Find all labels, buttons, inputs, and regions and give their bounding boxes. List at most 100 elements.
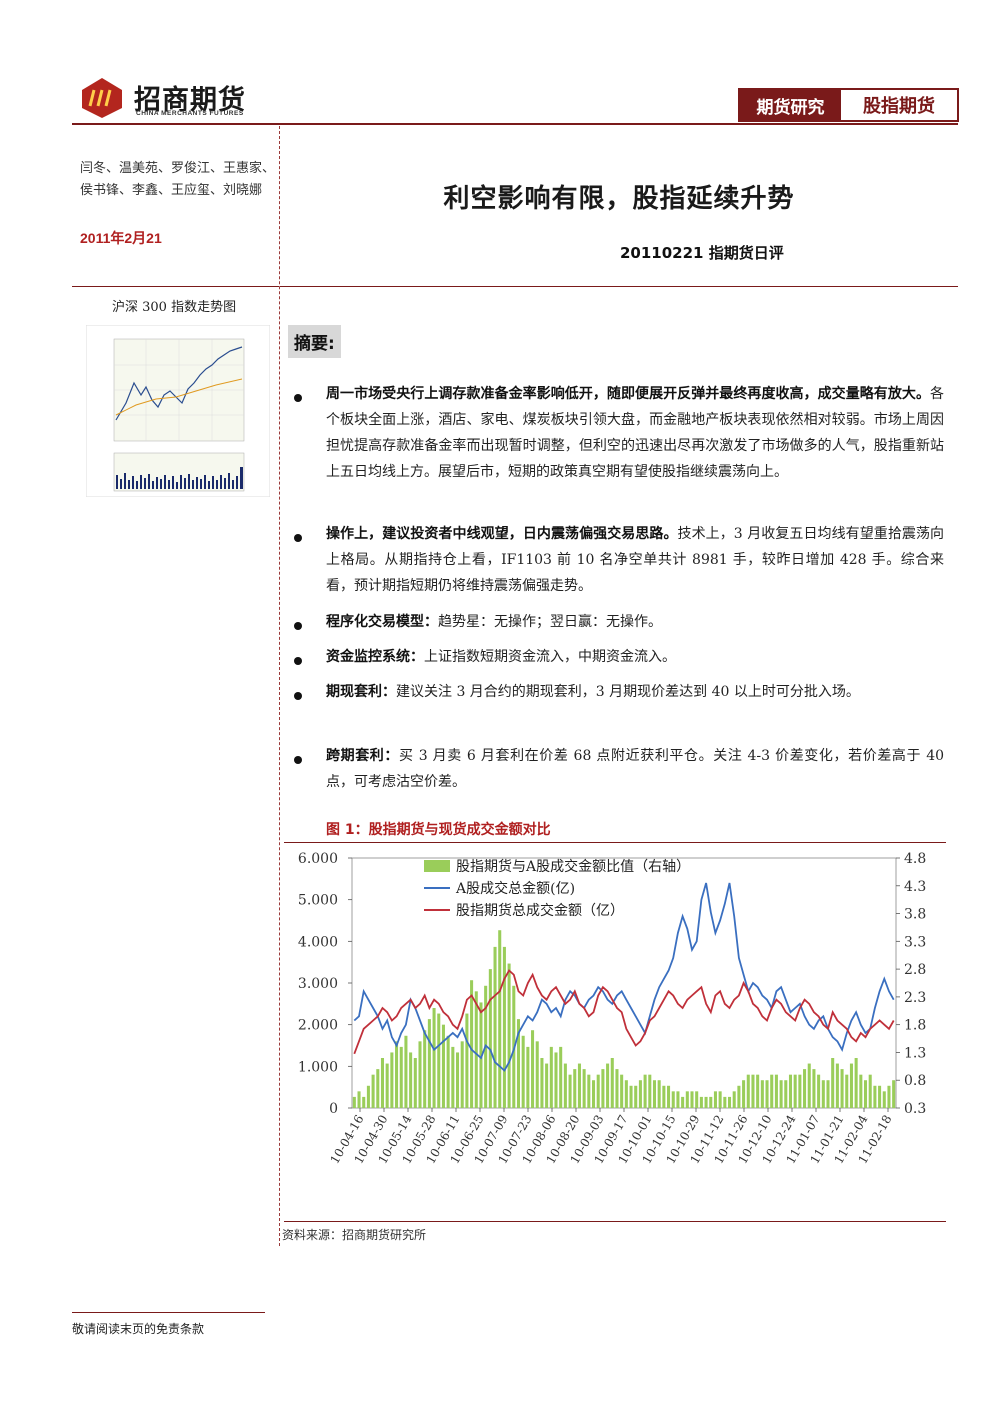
ratio-bar — [892, 1080, 896, 1108]
ratio-bar — [418, 1041, 422, 1108]
ratio-bar — [380, 1058, 385, 1108]
left-rule — [72, 286, 279, 287]
legend-swatch-ratio — [424, 860, 450, 872]
ratio-bar — [685, 1091, 689, 1108]
ratio-bar — [803, 1069, 807, 1108]
figure-top-rule — [284, 842, 946, 843]
bullet-icon — [294, 756, 302, 764]
ratio-bar — [606, 1063, 610, 1108]
ratio-bar — [554, 1052, 558, 1108]
ratio-bar — [427, 1019, 431, 1108]
ratio-bar — [526, 1046, 530, 1108]
footer-disclaimer: 敬请阅读末页的免责条款 — [72, 1322, 205, 1336]
header-rule — [72, 123, 958, 125]
summary-item-lead: 周一市场受央行上调存款准备金率影响低开，随即便展开反弹并最终再度收高，成交量略有… — [326, 386, 930, 402]
ratio-bar — [591, 1080, 596, 1108]
summary-item-text: 上证指数短期资金流入，中期资金流入。 — [424, 649, 676, 665]
ratio-bar — [610, 1058, 614, 1108]
ratio-bar — [821, 1080, 825, 1108]
ratio-bar — [784, 1080, 788, 1108]
ratio-bar — [620, 1074, 624, 1108]
ratio-bar — [451, 1046, 455, 1108]
ratio-bar — [470, 980, 474, 1108]
summary-item-lead: 操作上，建议投资者中线观望，日内震荡偏强交易思路。 — [326, 526, 678, 542]
ratio-bar — [441, 1024, 445, 1108]
ratio-bar — [362, 1096, 366, 1108]
ratio-bar — [437, 1013, 441, 1108]
summary-item-lead: 跨期套利： — [326, 748, 400, 764]
mini-chart-title: 沪深 300 指数走势图 — [112, 300, 237, 315]
ratio-bar — [634, 1085, 638, 1108]
csi300-mini-chart — [86, 325, 270, 497]
ratio-bar — [376, 1069, 380, 1108]
ratio-bar — [409, 1052, 413, 1108]
logo-text-en: CHINA MERCHANTS FUTURES — [136, 110, 244, 117]
ratio-bar — [366, 1085, 370, 1108]
ratio-bar — [413, 1058, 417, 1108]
y-left-tick-label: 6.000 — [298, 851, 338, 867]
ratio-bar — [521, 1035, 525, 1108]
ratio-bar — [507, 963, 511, 1108]
tag-index-futures: 股指期货 — [863, 96, 935, 117]
footer-rule — [72, 1312, 265, 1313]
ratio-bar — [704, 1096, 708, 1108]
ratio-bar — [671, 1091, 675, 1108]
author-list: 闫冬、温美苑、罗俊江、王惠家、侯书锋、李鑫、王应玺、刘晓娜 — [80, 161, 276, 198]
ratio-bar — [868, 1074, 872, 1108]
y-right-tick-label: 4.8 — [904, 851, 926, 867]
ratio-bar — [423, 1030, 427, 1108]
ratio-bar — [474, 991, 478, 1108]
main-rule — [280, 286, 958, 287]
report-subtitle: 20110221 指期货日评 — [620, 244, 784, 262]
ratio-bar — [465, 1013, 469, 1108]
tag-futures-research: 期货研究 — [740, 90, 841, 120]
ratio-bar — [681, 1096, 685, 1108]
ratio-bar — [498, 930, 502, 1108]
ratio-bar — [863, 1080, 868, 1108]
ratio-bar — [488, 969, 492, 1108]
logo-text-cn: 招商期货 — [134, 85, 246, 116]
ratio-bar — [399, 1046, 403, 1108]
bullet-icon — [294, 692, 302, 700]
ratio-bar — [756, 1074, 760, 1108]
y-left-tick-label: 4.000 — [298, 934, 338, 950]
ratio-bar — [446, 1035, 450, 1108]
ratio-bar — [662, 1085, 666, 1108]
ratio-bar — [540, 1058, 544, 1108]
ratio-bar — [854, 1058, 858, 1108]
a-share-turnover-line — [353, 882, 895, 1072]
ratio-bar — [587, 1074, 591, 1108]
logo-mark-icon — [82, 78, 122, 118]
y-left-tick-label: 3.000 — [298, 976, 338, 992]
turnover-comparison-chart: 0 1.000 2.000 3.000 4.000 5.000 6.000 0.3 0.8 1.3… — [298, 851, 926, 1166]
ratio-bar — [629, 1085, 633, 1108]
ratio-bar — [676, 1091, 680, 1108]
company-logo: 招商期货 CHINA MERCHANTS FUTURES — [78, 76, 278, 126]
ratio-bar — [577, 1063, 581, 1108]
ratio-bar — [657, 1080, 661, 1108]
ratio-bar — [648, 1074, 652, 1108]
ratio-bar — [516, 1019, 521, 1108]
ratio-bar — [779, 1080, 783, 1108]
y-right-tick-label: 2.8 — [904, 962, 926, 978]
ratio-bar — [385, 1063, 389, 1108]
summary-item: 操作上，建议投资者中线观望，日内震荡偏强交易思路。技术上，3 月收复五日均线有望… — [326, 521, 944, 599]
ratio-bar — [709, 1096, 713, 1108]
summary-item: 期现套利：建议关注 3 月合约的期现套利，3 月期现价差达到 40 以上时可分批… — [326, 679, 944, 705]
ratio-bar — [559, 1046, 563, 1108]
ratio-bar — [699, 1096, 703, 1108]
ratio-bar — [817, 1074, 821, 1108]
bullet-icon — [294, 394, 302, 402]
summary-item-text: 技术上，3 月收复五日均线有望重拾震荡向上格局。从期指持仓上看，IF1103 前… — [326, 526, 945, 594]
ratio-bar — [667, 1085, 671, 1108]
bullet-icon — [294, 657, 302, 665]
ratio-bar — [624, 1080, 628, 1108]
y-right-tick-label: 0.3 — [904, 1101, 926, 1117]
ratio-bar — [788, 1074, 793, 1108]
ratio-bar — [371, 1074, 375, 1108]
y-right-tick-label: 1.3 — [904, 1045, 926, 1061]
y-left-tick-label: 5.000 — [298, 893, 338, 909]
ratio-bar — [652, 1080, 657, 1108]
ratio-bar — [352, 1096, 356, 1108]
ratio-bar — [690, 1091, 694, 1108]
